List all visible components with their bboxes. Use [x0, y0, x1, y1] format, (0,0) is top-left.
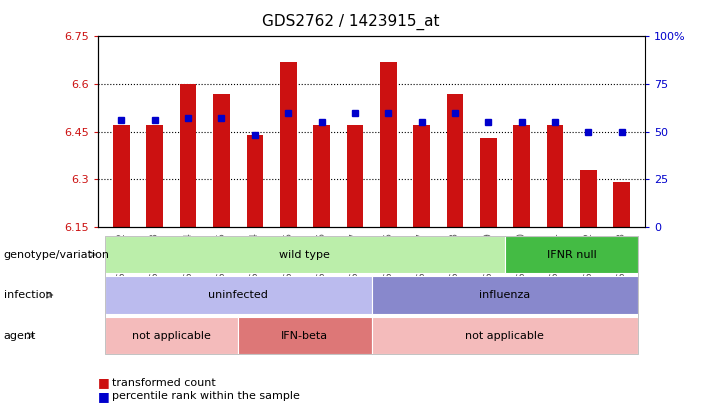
Bar — [513, 125, 530, 227]
Text: not applicable: not applicable — [132, 330, 211, 341]
Bar — [480, 138, 496, 227]
Text: infection: infection — [4, 290, 52, 300]
Text: IFN-beta: IFN-beta — [281, 330, 328, 341]
Text: ■: ■ — [98, 390, 110, 403]
Bar — [580, 170, 597, 227]
Bar — [613, 182, 630, 227]
Bar — [447, 94, 463, 227]
Bar — [213, 94, 230, 227]
Bar — [547, 125, 563, 227]
Text: transformed count: transformed count — [112, 378, 216, 388]
Text: not applicable: not applicable — [465, 330, 545, 341]
Bar — [346, 125, 363, 227]
Bar — [247, 135, 263, 227]
Text: genotype/variation: genotype/variation — [4, 249, 109, 260]
Text: wild type: wild type — [280, 249, 330, 260]
Text: GDS2762 / 1423915_at: GDS2762 / 1423915_at — [261, 14, 440, 30]
Bar — [147, 125, 163, 227]
Bar — [380, 62, 397, 227]
Text: influenza: influenza — [479, 290, 531, 300]
Bar — [280, 62, 297, 227]
Text: agent: agent — [4, 330, 36, 341]
Text: ■: ■ — [98, 376, 110, 389]
Bar — [313, 125, 330, 227]
Text: uninfected: uninfected — [208, 290, 268, 300]
Bar — [413, 125, 430, 227]
Bar — [113, 125, 130, 227]
Text: percentile rank within the sample: percentile rank within the sample — [112, 391, 300, 401]
Bar — [180, 84, 196, 227]
Text: IFNR null: IFNR null — [547, 249, 597, 260]
